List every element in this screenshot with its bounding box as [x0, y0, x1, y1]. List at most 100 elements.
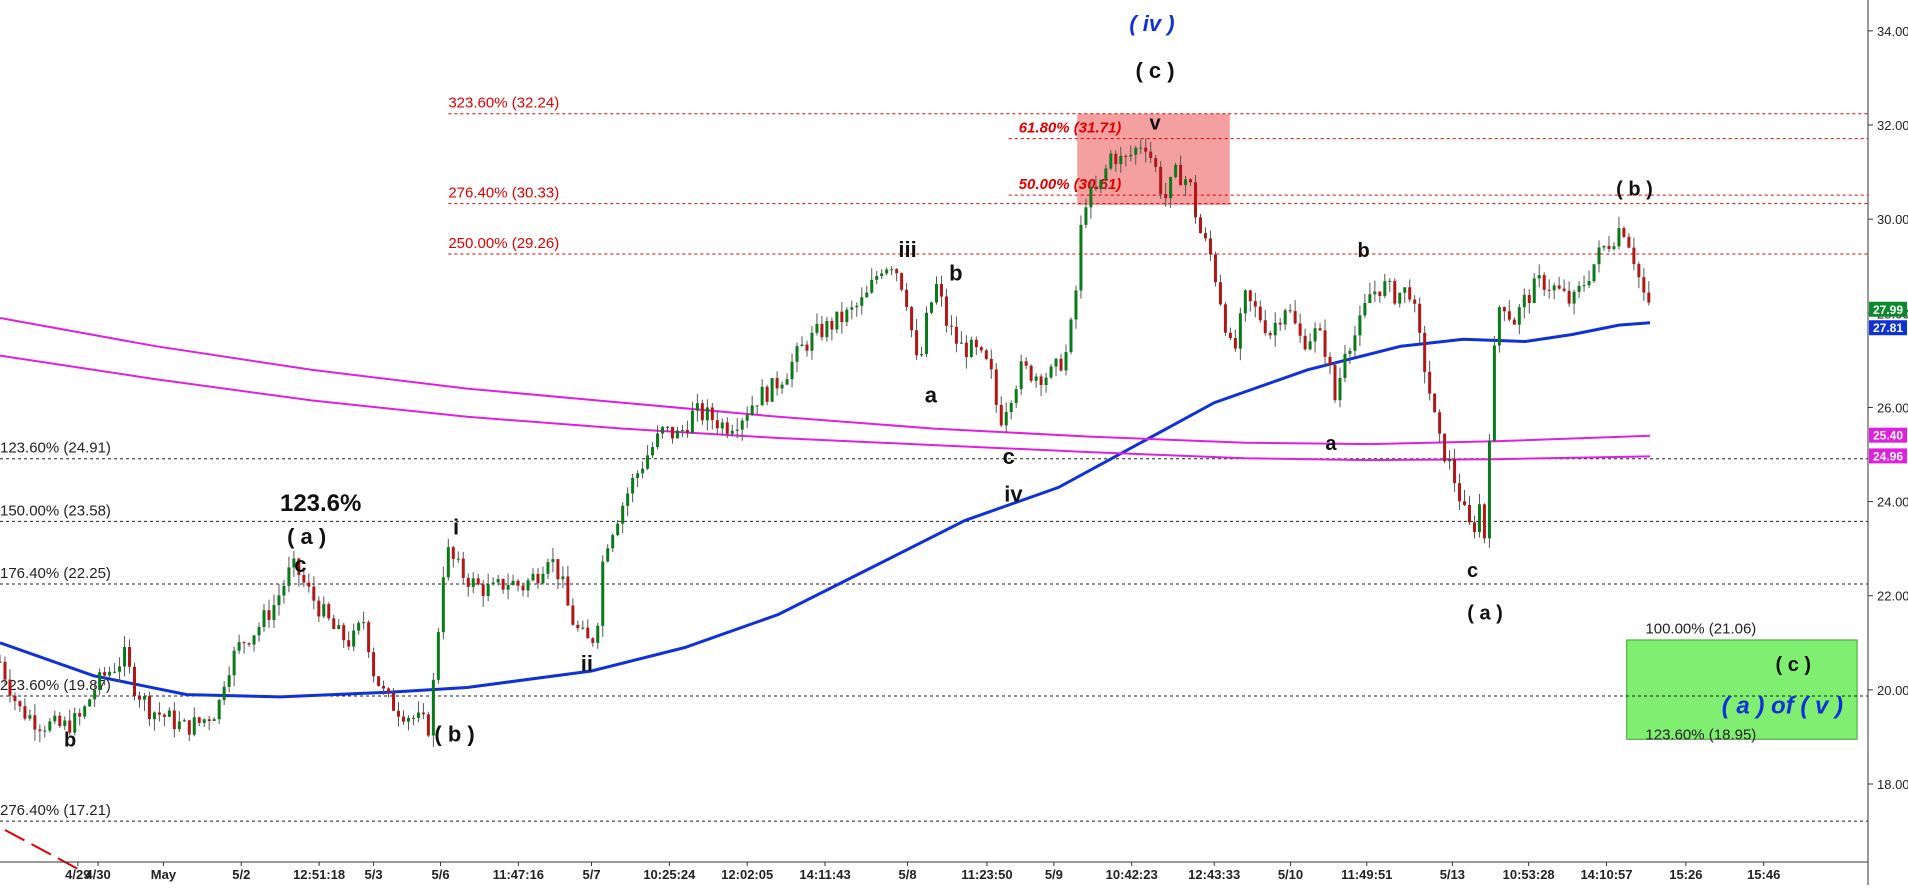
candle [202, 719, 206, 723]
candle [401, 716, 405, 722]
candle [237, 642, 241, 651]
candle [501, 579, 505, 590]
candle [631, 477, 635, 494]
fib-label: 150.00% (23.58) [0, 502, 111, 519]
candle [1014, 389, 1018, 403]
candle [800, 344, 804, 347]
candle [451, 547, 455, 560]
candle [1233, 338, 1237, 349]
candle [850, 307, 854, 310]
candle [1243, 290, 1247, 314]
candle [516, 580, 520, 586]
candle [207, 719, 211, 721]
candle [1472, 522, 1476, 533]
candle [1139, 147, 1143, 149]
candle [132, 666, 136, 697]
candle [1009, 402, 1013, 413]
wave-label: a [1325, 433, 1337, 455]
candle [1134, 147, 1138, 155]
candle [745, 414, 749, 421]
candle [1507, 311, 1511, 320]
candle [939, 284, 943, 297]
x-tick-label: May [151, 867, 177, 882]
candle [526, 580, 530, 591]
candle [257, 626, 261, 636]
candle [312, 586, 316, 601]
candle [8, 679, 12, 696]
candle [1497, 307, 1501, 346]
candle [969, 339, 973, 358]
candle [1248, 290, 1252, 302]
candle [616, 523, 620, 536]
candle [177, 721, 181, 730]
candle [1258, 306, 1262, 321]
candle [1199, 217, 1203, 234]
candle [1443, 433, 1447, 462]
candle [277, 595, 281, 606]
candle [287, 567, 291, 586]
candle [83, 706, 87, 717]
candle [915, 330, 919, 356]
candle [1253, 301, 1257, 307]
x-tick-label: 10:25:24 [643, 867, 696, 882]
candle [1184, 179, 1188, 186]
candle [1463, 501, 1467, 505]
candle [770, 378, 774, 402]
candle [1149, 151, 1153, 159]
candle [1542, 275, 1546, 290]
candle [1298, 323, 1302, 336]
candle [1597, 247, 1601, 265]
candle [511, 580, 515, 586]
candle [1338, 377, 1342, 401]
candle [695, 403, 699, 411]
candle [1482, 504, 1486, 539]
candle [556, 559, 560, 580]
moving-averages [0, 317, 1651, 699]
candle [1084, 207, 1088, 225]
wave-label: iii [898, 237, 916, 262]
candle [551, 559, 555, 563]
candle [262, 610, 266, 627]
candle [1348, 350, 1352, 354]
candle [93, 690, 97, 700]
candle [1393, 280, 1397, 304]
candle [621, 505, 625, 524]
candle [411, 717, 415, 719]
candle [670, 426, 674, 439]
candle [232, 650, 236, 676]
wave-label: i [453, 515, 459, 540]
candle [292, 558, 296, 568]
wave-label: iv [1004, 482, 1023, 507]
candle [147, 696, 151, 720]
candle [541, 573, 545, 584]
candles [0, 138, 1651, 747]
x-tick-label: 15:26 [1669, 867, 1702, 882]
candle [920, 354, 924, 356]
candle [1044, 377, 1048, 385]
y-tick-label: 30.00 [1877, 212, 1908, 227]
candle [446, 547, 450, 578]
candle [1059, 358, 1063, 371]
fib-label: 176.40% (22.25) [0, 565, 111, 582]
candle [182, 720, 186, 722]
candle [1552, 285, 1556, 291]
candle [1562, 288, 1566, 291]
candle [830, 320, 834, 330]
candle [885, 269, 889, 274]
candle [38, 729, 42, 732]
candle [1602, 245, 1606, 248]
candle [342, 625, 346, 641]
x-tick-label: 14:10:57 [1580, 867, 1632, 882]
candle [1293, 311, 1297, 324]
candle [23, 706, 27, 719]
candle [521, 585, 525, 591]
candle [865, 292, 869, 298]
candle [506, 585, 510, 590]
candle [1114, 153, 1118, 165]
candle [392, 692, 396, 711]
price-tag [1869, 301, 1907, 317]
candle [172, 710, 176, 730]
candle [317, 600, 321, 617]
candle [98, 672, 102, 691]
